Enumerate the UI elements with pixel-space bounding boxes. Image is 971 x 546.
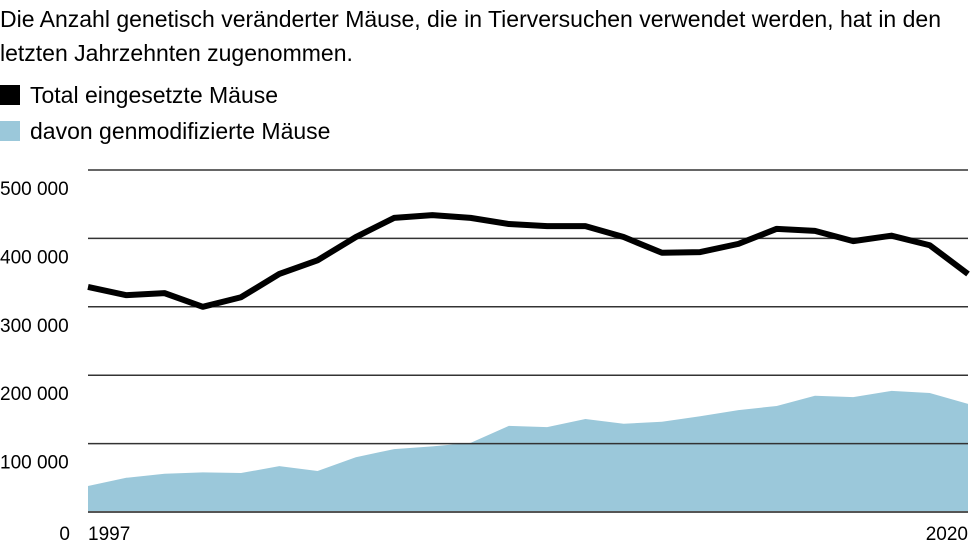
area-genmodified (88, 390, 968, 512)
y-tick-label: 0 (59, 524, 70, 545)
legend-item-total: Total eingesetzte Mäuse (0, 81, 278, 109)
line-total (87, 212, 970, 310)
y-tick-label: 200 000 (0, 384, 69, 405)
y-tick-label: 300 000 (0, 316, 69, 337)
legend-swatch-gm (0, 121, 20, 141)
y-tick-label: 100 000 (0, 453, 69, 474)
chart-title: Die Anzahl genetisch veränderter Mäuse, … (0, 6, 941, 66)
y-tick-label: 500 000 (0, 179, 69, 200)
x-tick-label: 1997 (88, 524, 130, 545)
legend-label-total: Total eingesetzte Mäuse (30, 82, 279, 108)
y-tick-label: 400 000 (0, 247, 69, 268)
x-tick-label: 2020 (926, 524, 968, 545)
legend-item-gm: davon genmodifizierte Mäuse (0, 117, 330, 145)
legend-label-gm: davon genmodifizierte Mäuse (30, 118, 331, 144)
legend-swatch-total (0, 85, 20, 105)
